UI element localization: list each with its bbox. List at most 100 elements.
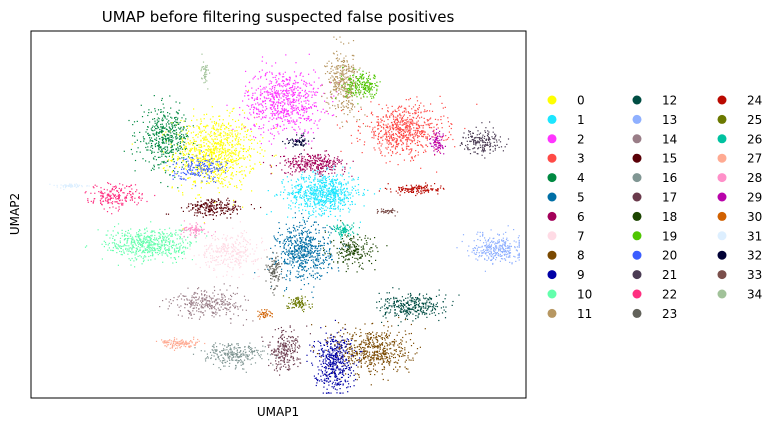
point (193, 139, 195, 141)
point (317, 171, 319, 173)
point (415, 129, 417, 131)
point (242, 245, 244, 247)
point (321, 201, 323, 203)
point (299, 128, 301, 130)
point (205, 131, 207, 133)
point (312, 210, 314, 212)
point (256, 247, 258, 249)
point (392, 146, 394, 148)
point (359, 126, 361, 128)
point (304, 129, 306, 131)
point (405, 122, 407, 124)
point (216, 276, 218, 278)
point (397, 114, 399, 116)
point (239, 158, 241, 160)
point (325, 165, 327, 168)
point (308, 100, 310, 102)
point (357, 130, 359, 132)
point (309, 253, 312, 255)
point (335, 198, 337, 201)
point (340, 163, 342, 165)
point (123, 150, 125, 152)
point (296, 249, 299, 251)
point (277, 231, 279, 234)
point (296, 256, 298, 258)
point (218, 177, 220, 179)
point (301, 79, 303, 81)
point (326, 197, 328, 200)
point (315, 91, 317, 93)
point (313, 159, 315, 161)
point (165, 170, 167, 172)
point (373, 147, 375, 149)
point (208, 266, 210, 268)
point (288, 240, 290, 242)
cluster-2-points (226, 53, 340, 149)
point (245, 85, 247, 87)
point (387, 320, 389, 323)
point (244, 157, 246, 159)
point (159, 128, 161, 131)
point (329, 192, 331, 194)
point (413, 140, 415, 142)
point (314, 229, 317, 231)
point (321, 200, 323, 202)
point (358, 194, 360, 196)
point (315, 106, 317, 108)
point (200, 159, 202, 161)
point (157, 127, 160, 129)
point (297, 185, 300, 187)
point (382, 347, 385, 349)
point (263, 96, 265, 98)
point (351, 186, 353, 188)
point (208, 153, 210, 155)
point (454, 146, 456, 148)
point (248, 81, 250, 84)
point (221, 245, 223, 248)
point (298, 183, 300, 186)
point (284, 160, 286, 162)
point (270, 128, 272, 130)
point (245, 70, 247, 72)
point (190, 170, 192, 173)
point (271, 81, 273, 83)
point (288, 249, 290, 251)
point (319, 267, 321, 269)
point (367, 125, 369, 127)
point (370, 112, 372, 115)
point (364, 141, 366, 143)
point (287, 83, 289, 85)
point (347, 181, 349, 183)
point (312, 274, 314, 276)
point (275, 165, 277, 167)
point (393, 341, 395, 343)
point (410, 143, 412, 145)
point (287, 171, 289, 174)
point (287, 181, 289, 183)
point (230, 153, 232, 155)
point (308, 213, 310, 215)
point (365, 342, 367, 344)
point (297, 113, 299, 115)
point (324, 230, 326, 232)
point (342, 173, 344, 175)
point (361, 358, 363, 360)
point (336, 174, 338, 176)
point (289, 163, 292, 165)
point (232, 251, 234, 253)
point (291, 260, 293, 262)
point (283, 76, 285, 78)
point (290, 208, 292, 210)
point (317, 202, 319, 204)
point (287, 231, 289, 233)
point (320, 187, 322, 189)
point (321, 174, 324, 176)
point (420, 112, 422, 114)
point (329, 240, 331, 242)
point (269, 107, 271, 109)
point (228, 156, 230, 158)
point (239, 143, 241, 145)
point (391, 137, 393, 139)
point (344, 360, 346, 362)
point (290, 94, 292, 96)
